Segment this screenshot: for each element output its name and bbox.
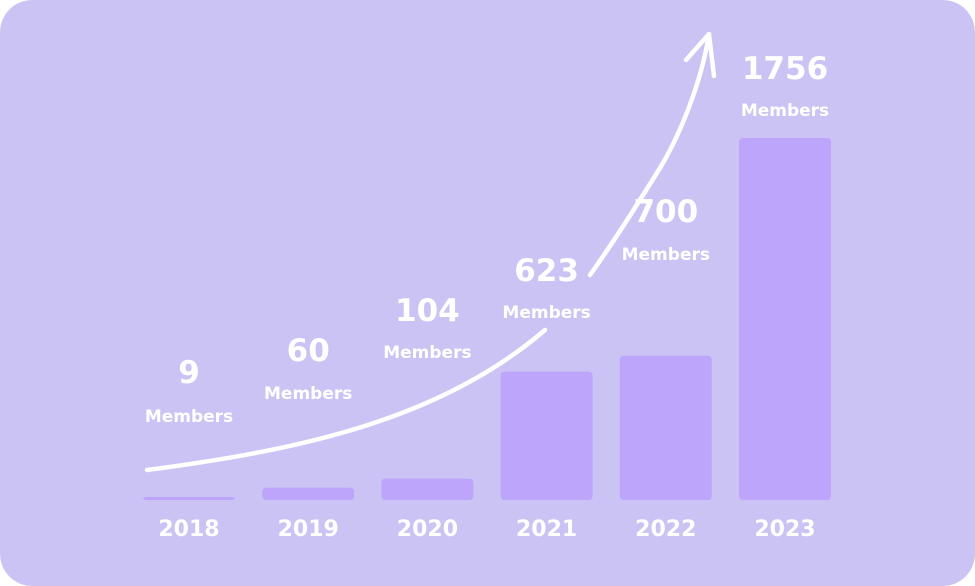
bar-2023: [739, 138, 831, 500]
bar-2018: [143, 497, 235, 500]
x-tick-label-2023: 2023: [754, 517, 815, 542]
value-label-2018: 9: [178, 355, 200, 391]
value-label-2023: 1756: [742, 51, 828, 87]
growth-arrow-curve-upper: [587, 37, 711, 278]
x-tick-label-2019: 2019: [278, 517, 339, 542]
unit-label-2019: Members: [264, 384, 352, 404]
unit-label-2022: Members: [622, 245, 710, 265]
value-label-2019: 60: [287, 333, 330, 369]
x-tick-label-2021: 2021: [516, 517, 577, 542]
value-label-2022: 700: [633, 194, 698, 230]
unit-label-2018: Members: [145, 407, 233, 427]
value-label-2021: 623: [514, 253, 579, 289]
unit-label-2021: Members: [502, 303, 590, 323]
x-tick-label-2018: 2018: [158, 517, 219, 542]
unit-label-2020: Members: [383, 343, 471, 363]
bar-2022: [619, 355, 712, 500]
bar-2019: [262, 487, 355, 500]
labels-group: 9 Members 2018 60 Members 2019 104 Members 2020 6…: [145, 51, 829, 542]
x-tick-label-2020: 2020: [397, 517, 458, 542]
bar-2020: [381, 478, 474, 500]
x-tick-label-2022: 2022: [635, 517, 696, 542]
growth-arrow: [144, 31, 717, 473]
bars-group: [143, 138, 831, 500]
unit-label-2023: Members: [741, 101, 829, 121]
growth-arrow-head: [683, 31, 717, 79]
value-label-2020: 104: [395, 293, 460, 329]
bar-2021: [500, 371, 593, 500]
growth-arrow-curve: [144, 327, 548, 473]
